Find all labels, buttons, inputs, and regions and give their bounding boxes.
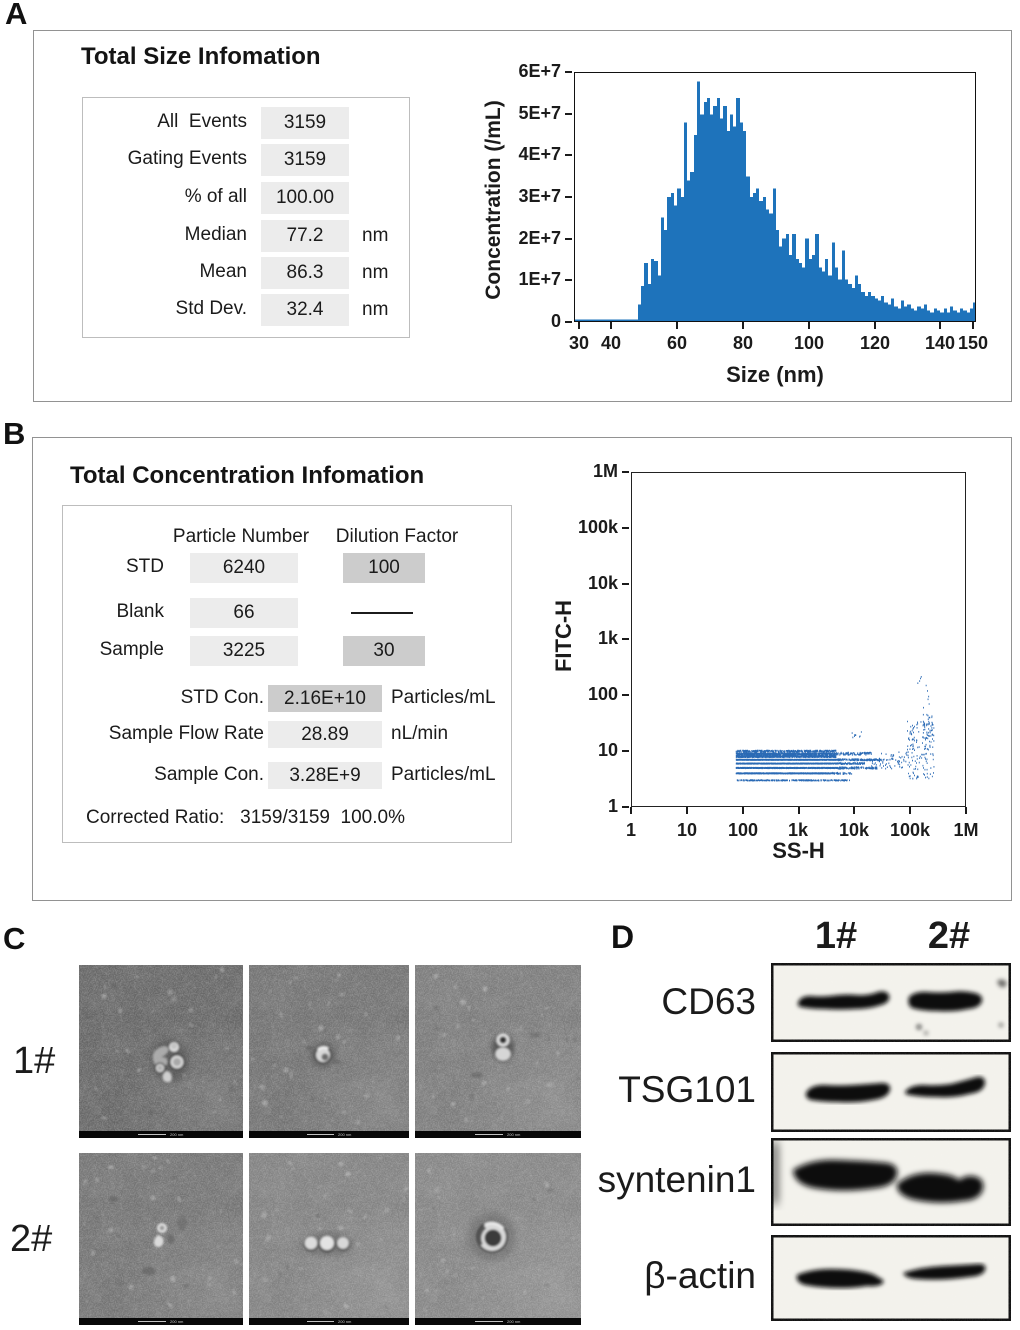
svg-text:200 nm: 200 nm	[338, 1319, 352, 1324]
svg-text:200 nm: 200 nm	[170, 1132, 184, 1137]
svg-text:200 nm: 200 nm	[170, 1319, 184, 1324]
svg-text:200 nm: 200 nm	[338, 1132, 352, 1137]
svg-text:200 nm: 200 nm	[507, 1319, 521, 1324]
svg-text:200 nm: 200 nm	[507, 1132, 521, 1137]
